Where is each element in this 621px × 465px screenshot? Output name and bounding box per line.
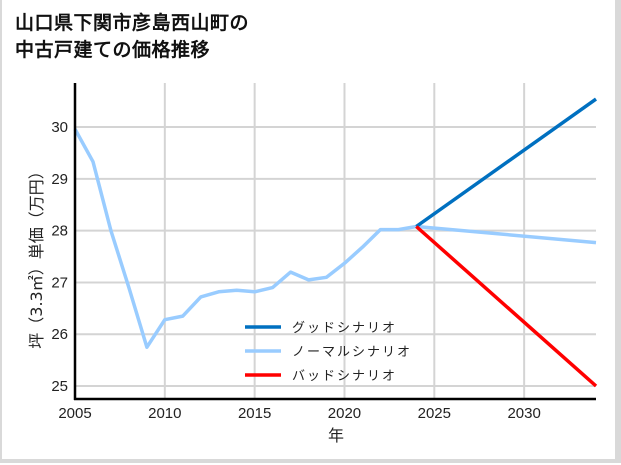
y-tick-label: 28 [51, 223, 68, 240]
y-axis-label: 坪（3.3㎡）単価（万円） [27, 163, 46, 348]
axes [73, 83, 596, 401]
y-tick-label: 29 [51, 171, 68, 188]
series-lines [73, 97, 598, 388]
legend-label: バッドシナリオ [292, 369, 397, 384]
series-line [73, 128, 597, 349]
y-tick-label: 27 [51, 274, 68, 291]
chart-title-line2: 中古戸建ての価格推移 [15, 39, 211, 61]
x-tick-label: 2030 [507, 405, 540, 422]
y-tick-label: 25 [51, 378, 68, 395]
y-tick-label: 26 [51, 326, 68, 343]
series-line [415, 225, 598, 388]
chart-title: 山口県下関市彦島西山町の 中古戸建ての価格推移 [15, 10, 249, 64]
x-tick-label: 2020 [328, 405, 361, 422]
x-tick-label: 2005 [58, 405, 91, 422]
series-line [415, 97, 598, 228]
y-tick-label: 30 [51, 119, 68, 136]
legend-label: グッドシナリオ [292, 321, 397, 336]
x-axis-label: 年 [328, 426, 344, 445]
x-tick-label: 2010 [148, 405, 181, 422]
legend-label: ノーマルシナリオ [292, 345, 412, 360]
tick-labels: 2005 2010 2015 2020 2025 2030 25 26 27 28 29 30 [51, 119, 541, 422]
x-tick-label: 2015 [238, 405, 271, 422]
x-tick-label: 2025 [418, 405, 451, 422]
chart-title-line1: 山口県下関市彦島西山町の [15, 12, 250, 34]
